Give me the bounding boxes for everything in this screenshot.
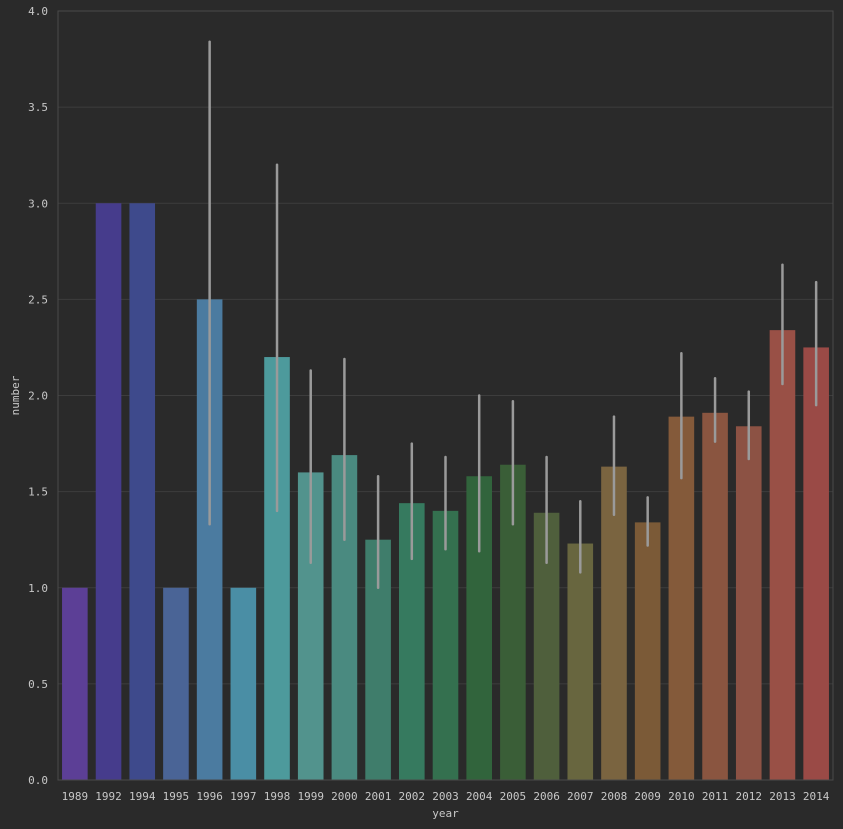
y-tick-label: 2.0 [28,390,48,403]
x-tick-label: 1997 [230,790,257,803]
x-tick-label: 2008 [601,790,628,803]
bar-2008 [601,466,627,780]
y-tick-label: 1.5 [28,486,48,499]
y-tick-labels: 0.0 0.5 1.0 1.5 2.0 2.5 3.0 3.5 4.0 [28,5,48,787]
bar-2003 [432,510,459,780]
x-tick-label: 2006 [533,790,560,803]
x-tick-label: 2001 [365,790,392,803]
x-tick-label: 2010 [668,790,695,803]
error-bars [208,40,818,589]
bar-1997 [230,587,257,780]
x-tick-label: 1992 [95,790,122,803]
x-tick-label: 2014 [803,790,830,803]
x-tick-labels: 1989 1992 1994 1995 1996 1997 1998 1999 2000 2001… [62,790,830,803]
y-tick-label: 3.5 [28,101,48,114]
plot-frame [57,10,834,781]
x-tick-label: 2002 [399,790,426,803]
x-tick-label: 2003 [432,790,459,803]
y-tick-label: 2.5 [28,293,48,306]
bar-2012 [735,426,762,780]
x-tick-label: 2011 [702,790,729,803]
x-axis-title: year [432,807,459,820]
bar-1994 [129,203,156,780]
y-tick-label: 4.0 [28,5,48,18]
x-tick-label: 1995 [163,790,190,803]
x-tick-label: 2007 [567,790,594,803]
x-tick-label: 1996 [196,790,223,803]
x-tick-label: 1999 [297,790,324,803]
x-tick-label: 2005 [500,790,527,803]
bar-1995 [163,587,189,780]
x-tick-label: 1989 [62,790,89,803]
x-tick-label: 2012 [736,790,763,803]
y-tick-label: 0.5 [28,678,48,691]
bar-1992 [95,203,122,780]
y-tick-label: 0.0 [28,774,48,787]
x-tick-label: 1994 [129,790,156,803]
x-tick-label: 2000 [331,790,358,803]
bar-2013 [769,330,796,780]
x-tick-label: 2004 [466,790,493,803]
x-tick-label: 2013 [769,790,796,803]
bar-2007 [567,543,594,780]
x-tick-label: 2009 [634,790,661,803]
bar-2014 [803,347,829,780]
y-tick-label: 3.0 [28,197,48,210]
x-tick-label: 1998 [264,790,291,803]
bars [62,203,829,780]
bar-2009 [634,522,661,780]
y-axis-title: number [9,375,22,415]
bar-2011 [702,412,728,780]
y-tick-label: 1.0 [28,582,48,595]
bar-1989 [62,587,88,780]
